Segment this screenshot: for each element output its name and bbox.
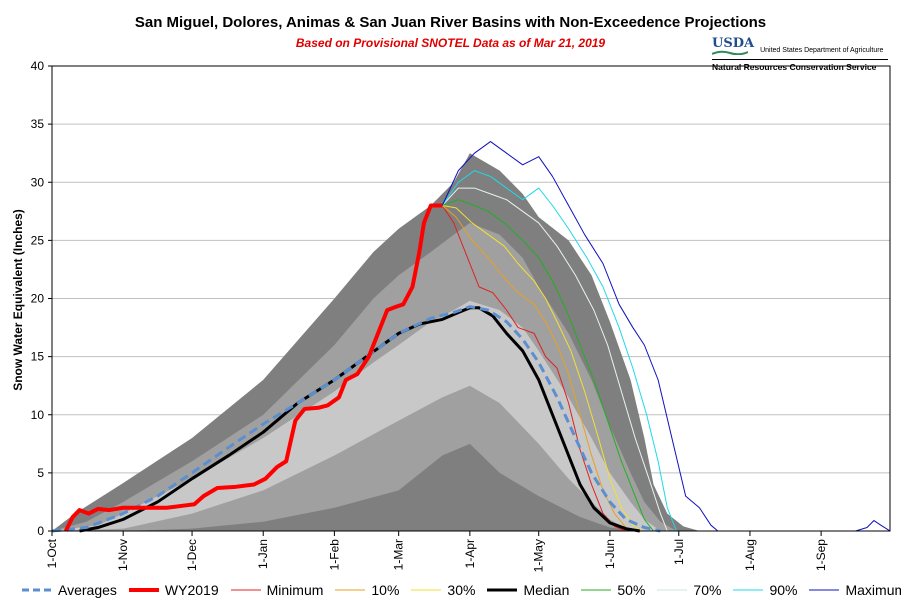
series-lines — [51, 141, 891, 533]
legend-swatch — [335, 589, 366, 591]
usda-mark: USDA — [712, 36, 755, 55]
y-tick-label: 15 — [31, 350, 45, 364]
axes — [48, 65, 891, 536]
x-tick-label: 1-May — [532, 539, 546, 572]
usda-wordmark: USDA — [712, 36, 755, 51]
chart-title: San Miguel, Dolores, Animas & San Juan R… — [134, 14, 767, 31]
x-tick-label: 1-Aug — [743, 539, 757, 571]
legend-item: Median — [485, 582, 569, 598]
legend-label: 70% — [693, 582, 722, 598]
x-tick-label: 1-Oct — [45, 538, 59, 568]
series-median — [79, 306, 640, 533]
y-tick-labels: 0 5 10 15 20 25 30 35 40 — [31, 59, 45, 538]
legend-swatch — [809, 589, 840, 591]
usda-logo: USDA United States Department of Agricul… — [712, 36, 892, 72]
series-30- — [442, 205, 643, 532]
legend-swatch — [487, 588, 518, 592]
legend-label: Averages — [58, 582, 117, 598]
legend-item: 50% — [579, 582, 645, 598]
y-tick-label: 0 — [37, 524, 44, 538]
legend-swatch — [411, 589, 442, 591]
legend-label: WY2019 — [164, 582, 219, 598]
legend-swatch — [128, 588, 159, 592]
series-maximum — [441, 141, 890, 532]
legend-label: Median — [523, 582, 570, 598]
x-tick-label: 1-Feb — [327, 539, 341, 571]
usda-department: United States Department of Agriculture — [760, 47, 884, 54]
y-tick-label: 25 — [31, 233, 45, 247]
x-tick-label: 1-Jun — [603, 539, 617, 569]
x-tick-labels: 1-Oct 1-Nov 1-Dec 1-Jan 1-Feb 1-Mar 1-Apr 1-May… — [45, 538, 828, 572]
y-tick-label: 30 — [31, 175, 45, 189]
legend-item: 90% — [731, 582, 797, 598]
series-wy2019 — [63, 203, 443, 532]
legend-swatch — [22, 588, 52, 592]
legend-item: 70% — [655, 582, 721, 598]
x-tick-label: 1-Sep — [814, 539, 828, 571]
y-tick-label: 5 — [37, 466, 44, 480]
legend-label: 90% — [769, 582, 798, 598]
legend-item: Averages — [20, 582, 117, 598]
legend-item: Maximum — [807, 582, 901, 598]
legend-label: 50% — [617, 582, 646, 598]
x-tick-label: 1-Nov — [116, 539, 130, 571]
series-averages — [51, 305, 661, 533]
x-tick-label: 1-Jan — [256, 539, 270, 569]
legend-swatch — [733, 589, 764, 591]
y-tick-label: 10 — [31, 408, 45, 422]
legend-swatch — [230, 589, 261, 591]
series-90- — [441, 170, 677, 532]
series-70- — [441, 187, 668, 532]
series-maximum-tail — [855, 520, 891, 532]
x-tick-label: 1-Dec — [185, 539, 199, 571]
usda-wave-icon — [712, 50, 748, 55]
series-50- — [442, 199, 654, 532]
x-tick-label: 1-Apr — [463, 539, 477, 568]
legend: Averages WY2019 Minimum 10% 30% Median 50% 70% 9… — [20, 578, 901, 602]
series-minimum — [441, 205, 627, 532]
legend-label: 30% — [447, 582, 476, 598]
legend-item: Minimum — [229, 582, 324, 598]
x-tick-label: 1-Mar — [392, 539, 406, 570]
legend-item: WY2019 — [127, 582, 219, 598]
legend-item: 30% — [409, 582, 475, 598]
legend-swatch — [581, 589, 612, 591]
y-tick-label: 20 — [31, 292, 45, 306]
legend-label: Maximum — [845, 582, 901, 598]
x-tick-label: 1-Jul — [672, 539, 686, 565]
legend-swatch — [657, 589, 688, 591]
legend-label: Minimum — [266, 582, 324, 598]
band-2 — [52, 300, 661, 531]
nrcs-name: Natural Resources Conservation Service — [712, 59, 888, 72]
legend-label: 10% — [371, 582, 400, 598]
y-tick-label: 40 — [31, 59, 45, 73]
legend-item: 10% — [333, 582, 399, 598]
chart-subtitle: Based on Provisional SNOTEL Data as of M… — [295, 36, 606, 50]
y-tick-label: 35 — [31, 117, 45, 131]
